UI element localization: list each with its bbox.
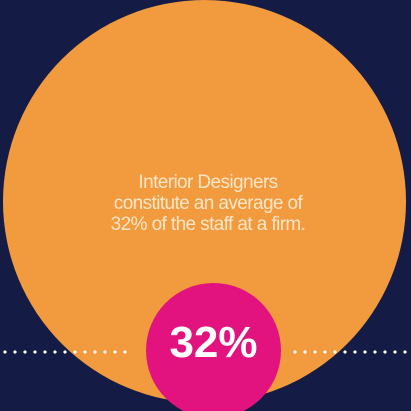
caption-line-2: constitute an average of (113, 193, 303, 214)
percentage-badge (146, 283, 281, 411)
dotted-divider-right (290, 350, 411, 354)
stat-caption: Interior Designers constitute an average… (90, 172, 326, 235)
caption-line-3: 32% of the staff at a firm. (110, 214, 306, 235)
percentage-value: 32% (169, 318, 258, 367)
dotted-divider-left (0, 350, 128, 354)
caption-line-1: Interior Designers (138, 172, 278, 193)
